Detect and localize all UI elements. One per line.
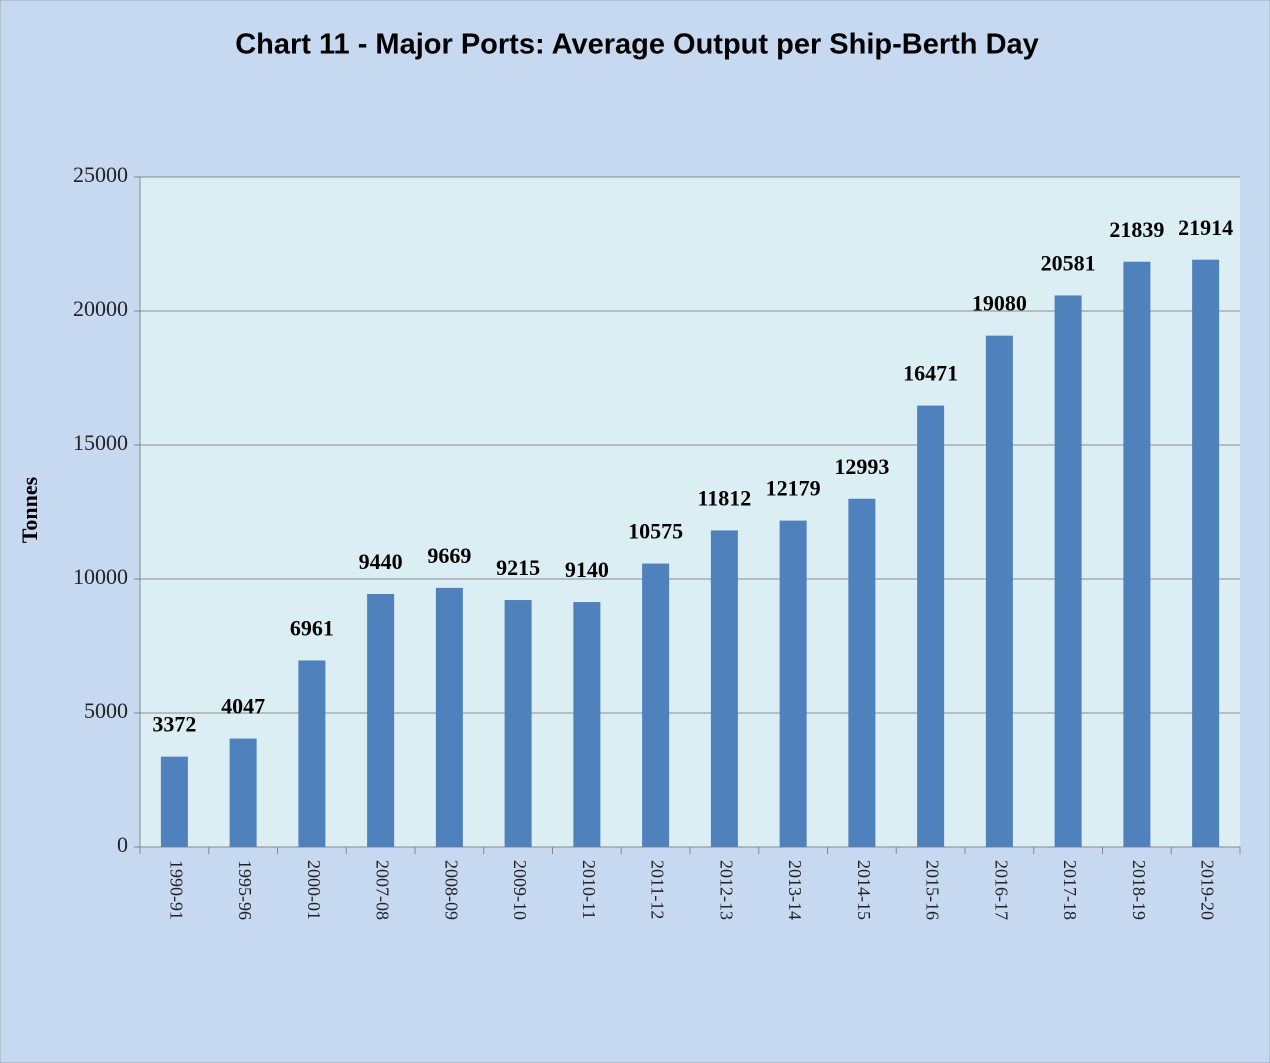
x-tick-label: 2012-13 <box>716 860 736 920</box>
x-tick-label: 1990-91 <box>166 860 186 920</box>
y-tick-label: 15000 <box>73 430 128 455</box>
x-tick-label: 2010-11 <box>579 860 599 919</box>
bar <box>1123 261 1151 847</box>
y-tick-label: 0 <box>117 832 128 857</box>
bar <box>985 335 1013 847</box>
data-label: 20581 <box>1041 250 1096 275</box>
x-tick-label: 2009-10 <box>510 860 530 920</box>
data-label: 3372 <box>152 712 196 737</box>
y-tick-label: 25000 <box>73 162 128 187</box>
bar <box>229 738 257 847</box>
data-label: 16471 <box>903 361 958 386</box>
bar <box>504 600 532 847</box>
data-label: 9669 <box>427 543 471 568</box>
y-tick-label: 20000 <box>73 296 128 321</box>
data-label: 19080 <box>972 291 1027 316</box>
x-tick-label: 2007-08 <box>373 860 393 920</box>
data-label: 9140 <box>565 557 609 582</box>
x-tick-label: 2011-12 <box>648 860 668 919</box>
bar <box>848 498 876 847</box>
bar <box>642 563 670 847</box>
data-label: 9440 <box>359 549 403 574</box>
y-tick-label: 10000 <box>73 564 128 589</box>
data-label: 10575 <box>628 519 683 544</box>
x-tick-label: 1995-96 <box>235 860 255 920</box>
x-tick-label: 2017-18 <box>1060 860 1080 920</box>
x-tick-label: 2014-15 <box>854 860 874 920</box>
data-label: 11812 <box>697 485 751 510</box>
data-label: 12179 <box>766 476 821 501</box>
bar <box>367 594 395 847</box>
data-label: 21839 <box>1109 217 1164 242</box>
x-tick-label: 2016-17 <box>991 860 1011 920</box>
bar <box>1054 295 1082 847</box>
data-label: 12993 <box>834 454 889 479</box>
bar <box>917 405 945 847</box>
data-label: 6961 <box>290 615 334 640</box>
bar <box>435 587 463 847</box>
x-tick-label: 2013-14 <box>785 860 805 920</box>
x-tick-label: 2015-16 <box>923 860 943 920</box>
data-label: 4047 <box>221 694 265 719</box>
data-label: 21914 <box>1178 215 1233 240</box>
bar <box>298 660 326 847</box>
bar <box>1192 259 1220 847</box>
y-tick-label: 5000 <box>84 698 128 723</box>
x-tick-label: 2000-01 <box>304 860 324 920</box>
y-axis-title: Tonnes <box>17 476 42 543</box>
x-tick-label: 2008-09 <box>441 860 461 920</box>
bar <box>160 756 188 847</box>
bar <box>779 520 807 847</box>
bar <box>573 602 601 847</box>
x-tick-label: 2018-19 <box>1129 860 1149 920</box>
bar <box>710 530 738 847</box>
data-label: 9215 <box>496 555 540 580</box>
chart-title: Chart 11 - Major Ports: Average Output p… <box>235 29 1039 61</box>
x-tick-label: 2019-20 <box>1198 860 1218 920</box>
